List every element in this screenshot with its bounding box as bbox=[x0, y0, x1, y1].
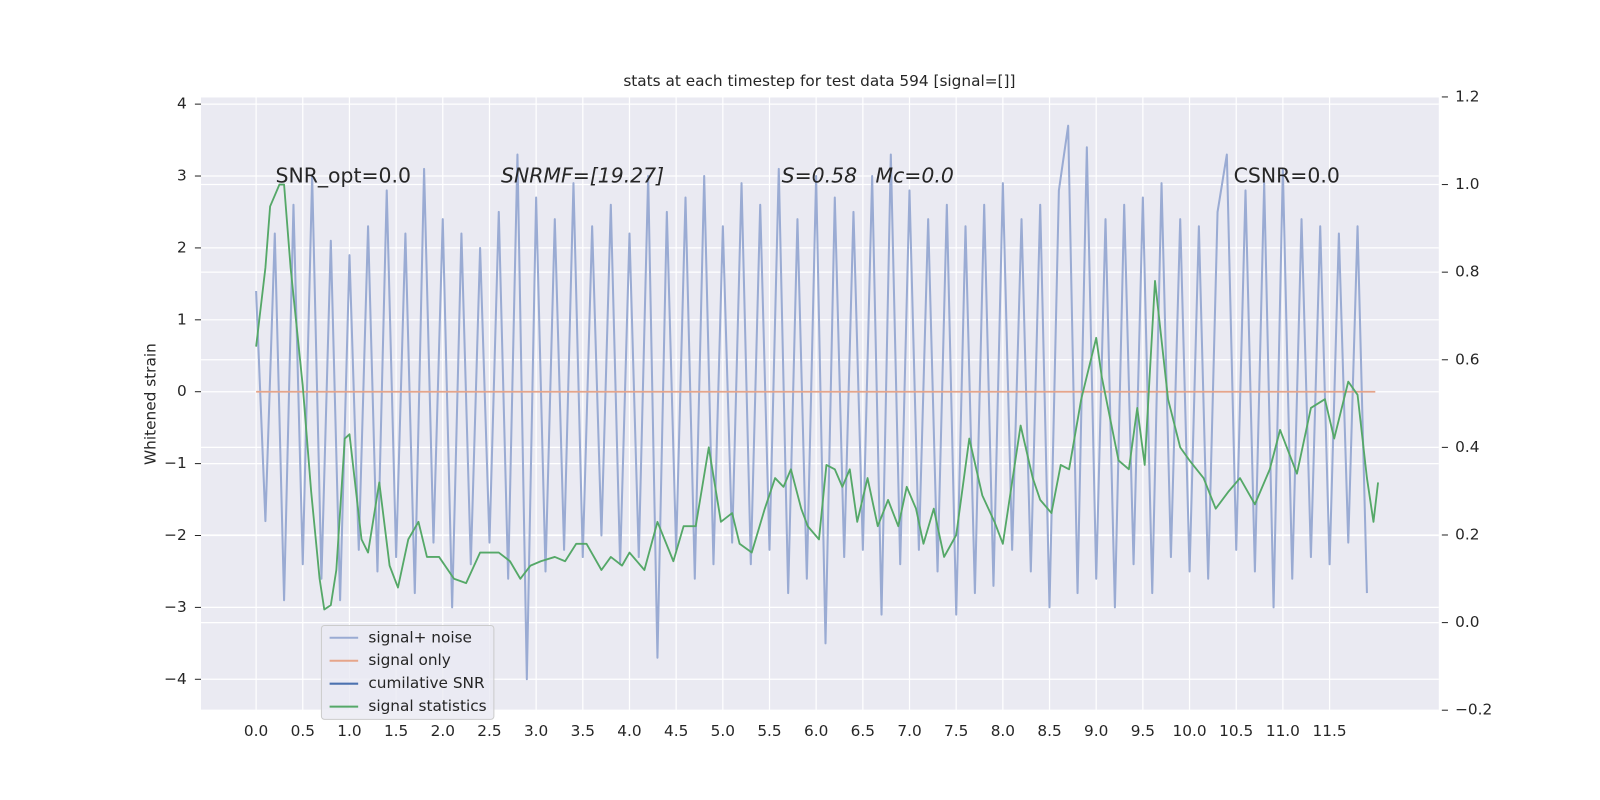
y-tick-label: −3 bbox=[164, 598, 187, 616]
x-tick-label: 9.0 bbox=[1084, 722, 1108, 740]
y-tick-label: 2 bbox=[177, 238, 187, 256]
x-tick-label: 2.0 bbox=[431, 722, 455, 740]
legend-box bbox=[320, 625, 495, 720]
axes: 0.0 0.5 1.0 1.5 2.0 2.5 3.0 3.5 4.0 4.5 5.0 5.5 6.0 6… bbox=[164, 87, 1492, 740]
y2-tick-label: −0.2 bbox=[1455, 701, 1492, 719]
y-axis-label: Whitened strain bbox=[142, 343, 160, 465]
x-tick-label: 1.0 bbox=[337, 722, 361, 740]
legend-label: signal only bbox=[368, 651, 450, 669]
y2-tick-label: 1.2 bbox=[1455, 87, 1479, 105]
x-tick-label: 0.5 bbox=[291, 722, 315, 740]
y-tick-label: 3 bbox=[177, 167, 187, 185]
series-line bbox=[255, 124, 1368, 681]
x-tick-label: 11.0 bbox=[1266, 722, 1300, 740]
x-tick-label: 5.5 bbox=[757, 722, 781, 740]
legend-label: cumilative SNR bbox=[368, 674, 485, 692]
legend-label: signal+ noise bbox=[368, 628, 472, 646]
x-tick-label: 3.0 bbox=[524, 722, 548, 740]
x-tick-label: 8.5 bbox=[1037, 722, 1061, 740]
y-tick-label: −1 bbox=[164, 454, 187, 472]
y-tick-label: −4 bbox=[164, 670, 187, 688]
x-tick-label: 3.5 bbox=[571, 722, 595, 740]
x-tick-label: 2.5 bbox=[477, 722, 501, 740]
legend-label: signal statistics bbox=[368, 697, 486, 715]
x-tick-label: 10.0 bbox=[1173, 722, 1207, 740]
y2-tick-label: 0.2 bbox=[1455, 525, 1479, 543]
x-tick-label: 8.0 bbox=[991, 722, 1015, 740]
chart-title: stats at each timestep for test data 594… bbox=[623, 72, 1015, 90]
annotation: Mc=0.0 bbox=[876, 164, 954, 188]
y2-tick-label: 0.4 bbox=[1455, 438, 1479, 456]
x-tick-label: 6.5 bbox=[851, 722, 875, 740]
y-tick-label: −2 bbox=[164, 526, 187, 544]
annotation: CSNR=0.0 bbox=[1234, 164, 1340, 188]
x-tick-label: 6.0 bbox=[804, 722, 828, 740]
y2-tick-label: 1.0 bbox=[1455, 175, 1479, 193]
annotation: SNR_opt=0.0 bbox=[276, 164, 412, 189]
x-tick-label: 10.5 bbox=[1219, 722, 1253, 740]
x-tick-label: 1.5 bbox=[384, 722, 408, 740]
y-tick-label: 1 bbox=[177, 310, 187, 328]
x-tick-label: 0.0 bbox=[244, 722, 268, 740]
x-tick-label: 5.0 bbox=[711, 722, 735, 740]
grid bbox=[201, 96, 1439, 711]
series-line bbox=[255, 183, 1379, 611]
x-tick-label: 4.5 bbox=[664, 722, 688, 740]
x-tick-label: 11.5 bbox=[1313, 722, 1347, 740]
annotation: SNRMF=[19.27] bbox=[501, 164, 664, 188]
annotation: S=0.58 bbox=[782, 164, 857, 188]
x-tick-label: 7.0 bbox=[897, 722, 921, 740]
y2-tick-label: 0.6 bbox=[1455, 350, 1479, 368]
y-tick-label: 4 bbox=[177, 95, 187, 113]
y-tick-label: 0 bbox=[177, 382, 187, 400]
legend: signal+ noise signal only cumilative SNR si… bbox=[320, 625, 495, 720]
y2-tick-label: 0.8 bbox=[1455, 263, 1479, 281]
x-tick-label: 7.5 bbox=[944, 722, 968, 740]
y2-tick-label: 0.0 bbox=[1455, 613, 1479, 631]
marks bbox=[255, 124, 1379, 681]
x-tick-label: 9.5 bbox=[1131, 722, 1155, 740]
x-tick-label: 4.0 bbox=[617, 722, 641, 740]
